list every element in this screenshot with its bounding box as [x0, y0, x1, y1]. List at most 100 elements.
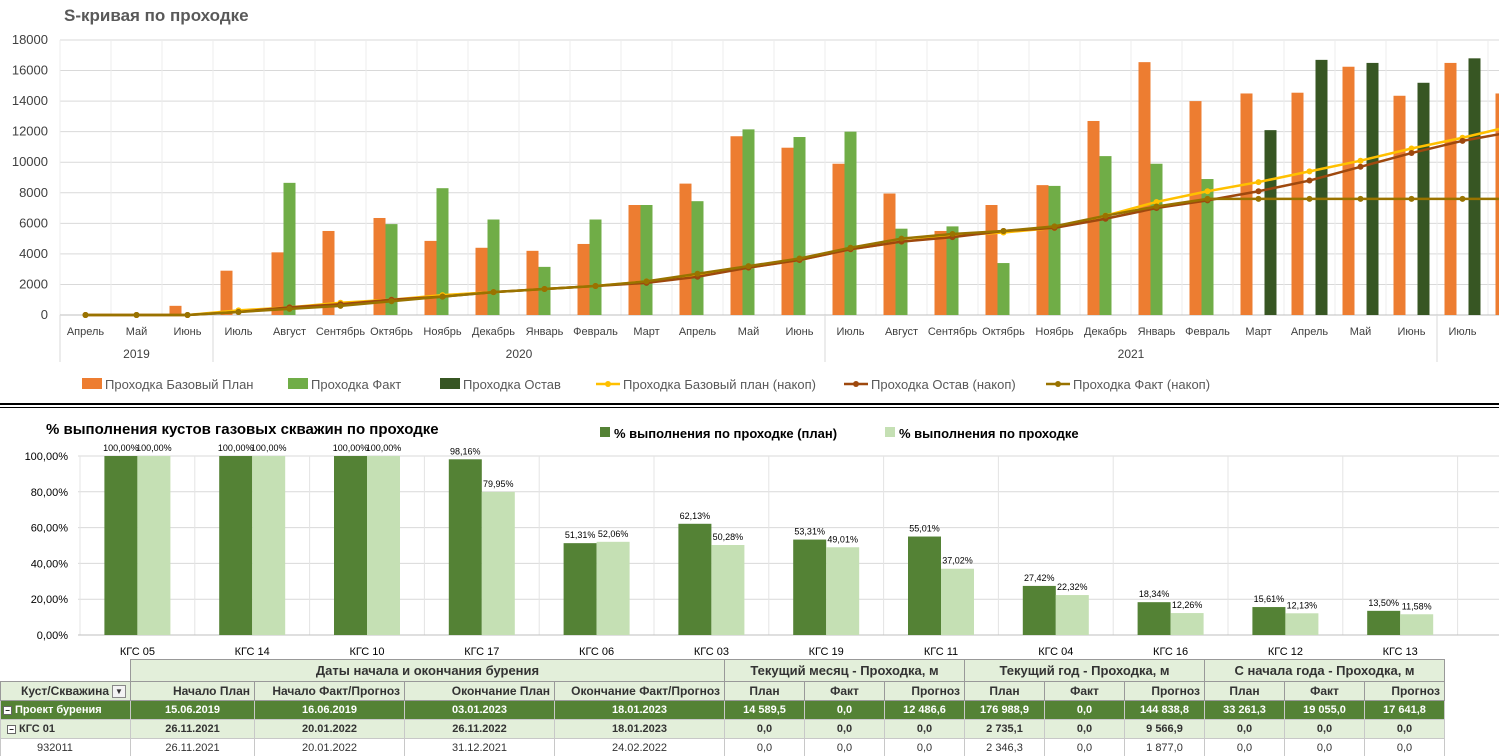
x-tick-label: Июль: [1448, 326, 1476, 338]
legend-item: Проходка Остав: [440, 377, 561, 392]
data-label: 100,00%: [366, 443, 402, 453]
table-cell: 17 641,8: [1364, 700, 1445, 720]
table-cell: 144 838,8: [1124, 700, 1205, 720]
data-label: 37,02%: [942, 556, 973, 566]
table-cell: 15.06.2019: [130, 700, 255, 720]
line-point: [1204, 195, 1211, 202]
table-row[interactable]: − Проект бурения 15.06.2019 16.06.2019 03.01…: [0, 700, 1445, 720]
y-tick-label: 100,00%: [25, 451, 69, 463]
x-tick-label: Сентябрь: [928, 326, 978, 338]
bar: [475, 247, 488, 315]
bar: [628, 205, 641, 315]
drilling-table: Даты начала и окончания бурения Текущий …: [0, 659, 1499, 756]
col-header: Факт: [1284, 681, 1365, 701]
legend-item: Проходка Факт: [288, 377, 401, 392]
bar: [908, 536, 941, 635]
col-header: Прогноз: [1124, 681, 1205, 701]
x-tick-label: Май: [738, 326, 760, 338]
x-tick-label: Февраль: [573, 326, 618, 338]
bar: [1367, 610, 1401, 635]
table-cell: 24.02.2022: [554, 738, 725, 756]
y-tick-label: 12000: [12, 124, 48, 139]
y-tick-label: 16000: [12, 63, 48, 78]
table-row[interactable]: − КГС 01 26.11.2021 20.01.2022 26.11.2022 18.…: [0, 719, 1445, 739]
row-name: 932011: [0, 738, 131, 756]
table-cell: 16.06.2019: [254, 700, 405, 720]
legend-marker: [1055, 381, 1061, 387]
section-divider: [0, 407, 1499, 408]
table-row[interactable]: 932011 26.11.2021 20.01.2022 31.12.2021 24.0…: [0, 738, 1445, 756]
filter-icon[interactable]: ▼: [112, 685, 126, 699]
bar: [793, 137, 806, 315]
x-tick-label: Апрель: [1291, 326, 1329, 338]
line-point: [235, 308, 242, 315]
bar: [691, 201, 704, 315]
line-point: [592, 282, 599, 289]
data-label: 79,95%: [483, 479, 514, 489]
table-cell: 0,0: [884, 719, 965, 739]
legend-swatch: [82, 378, 102, 389]
table-cell: 18.01.2023: [554, 719, 725, 739]
table-cell: 0,0: [1284, 738, 1365, 756]
table-cell: 0,0: [804, 719, 885, 739]
x-tick-label: КГС 03: [694, 646, 729, 658]
legend-label: Проходка Остав: [463, 377, 561, 392]
col-header-well[interactable]: Куст/Скважина ▼: [0, 681, 131, 701]
table-cell: 1 877,0: [1124, 738, 1205, 756]
bar: [487, 219, 500, 315]
bar: [1240, 93, 1253, 315]
col-header: Начало Факт/Прогноз: [254, 681, 405, 701]
x-tick-label: КГС 05: [120, 646, 155, 658]
line-point: [1102, 212, 1109, 219]
legend-item: Проходка Базовый План: [82, 377, 253, 392]
data-label: 27,42%: [1024, 573, 1055, 583]
line-point: [1051, 223, 1058, 230]
collapse-icon[interactable]: −: [7, 724, 16, 734]
bar: [1393, 95, 1406, 315]
y-tick-label: 0,00%: [37, 630, 68, 642]
table-cell: 26.11.2021: [130, 738, 255, 756]
x-tick-label: Июль: [836, 326, 864, 338]
table-cell: 03.01.2023: [404, 700, 555, 720]
x-tick-label: КГС 17: [464, 646, 499, 658]
x-tick-label: Август: [273, 326, 306, 338]
table-cell: 0,0: [804, 700, 885, 720]
x-tick-label: Октябрь: [982, 326, 1025, 338]
table-cell: 20.01.2022: [254, 719, 405, 739]
bar: [481, 491, 515, 635]
line-point: [694, 270, 701, 277]
collapse-icon[interactable]: −: [3, 705, 12, 715]
col-header: Факт: [1044, 681, 1125, 701]
bar: [1264, 130, 1277, 315]
table-cell: 0,0: [1284, 719, 1365, 739]
x-tick-label: Июль: [224, 326, 252, 338]
bar: [1048, 185, 1061, 315]
bar: [678, 523, 712, 635]
x-tick-label: КГС 10: [349, 646, 384, 658]
col-header: Окончание План: [404, 681, 555, 701]
bar: [1150, 163, 1163, 315]
line-point: [847, 244, 854, 251]
legend-label: % выполнения по проходке: [899, 426, 1079, 441]
table-cell: 0,0: [1204, 738, 1285, 756]
data-label: 55,01%: [909, 524, 940, 534]
x-tick-label: Сентябрь: [316, 326, 366, 338]
bar: [1137, 602, 1171, 635]
bar: [1315, 59, 1328, 315]
table-cell: 0,0: [1044, 719, 1125, 739]
bar: [1285, 613, 1319, 635]
legend-label: Проходка Базовый план (накоп): [623, 377, 816, 392]
table-cell: 18.01.2023: [554, 700, 725, 720]
bar: [220, 270, 233, 315]
bar: [941, 568, 974, 635]
bar: [1189, 101, 1202, 315]
x-tick-label: КГС 16: [1153, 646, 1188, 658]
data-label: 49,01%: [827, 534, 858, 544]
legend-marker: [605, 381, 611, 387]
bar: [367, 456, 400, 635]
line-point: [1153, 198, 1160, 205]
line-point: [1408, 195, 1415, 202]
bar: [526, 250, 539, 315]
x-tick-label: Апрель: [67, 326, 105, 338]
line-point: [1255, 179, 1262, 186]
